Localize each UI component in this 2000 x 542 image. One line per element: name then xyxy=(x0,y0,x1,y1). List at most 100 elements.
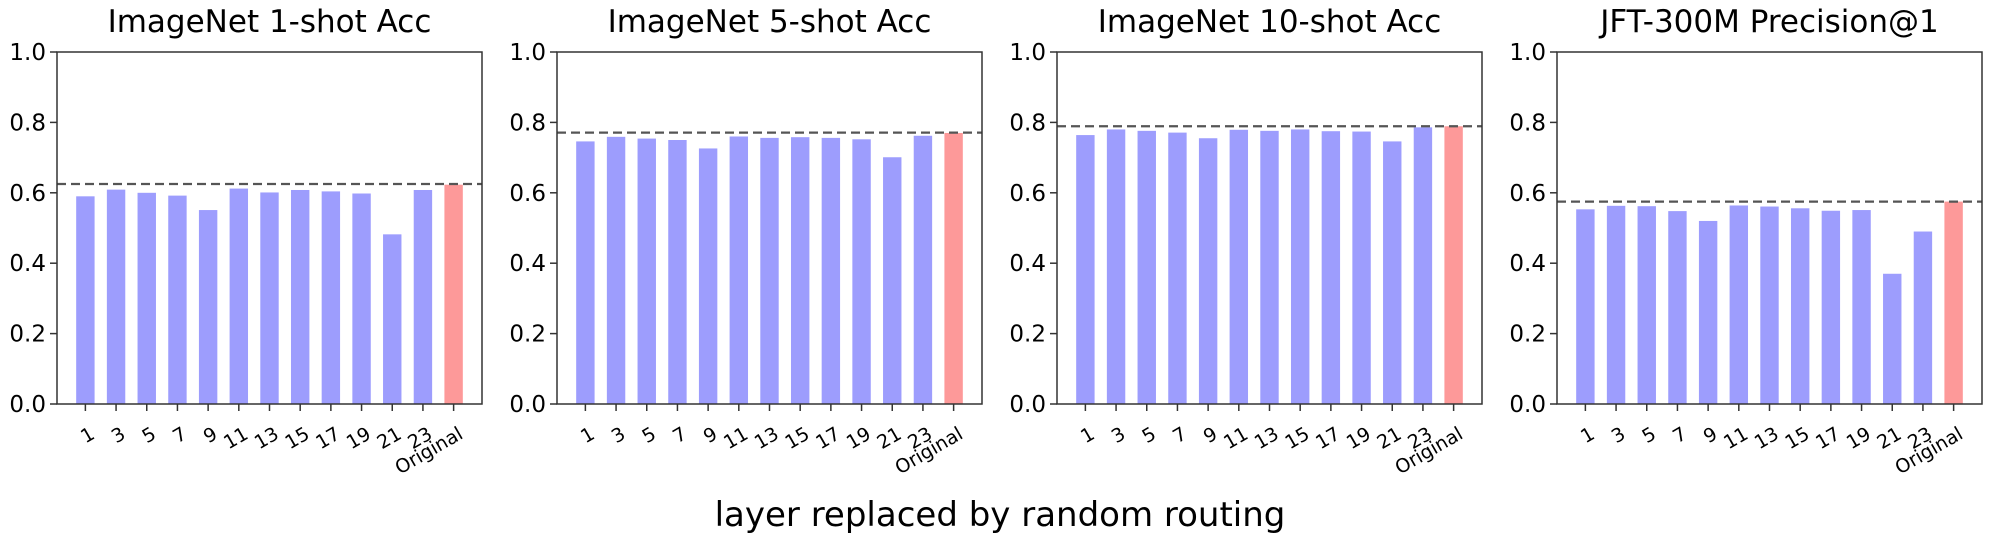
bar xyxy=(1290,129,1310,404)
bar xyxy=(76,196,95,404)
y-tick-label: 0.4 xyxy=(9,251,46,277)
bar xyxy=(168,195,187,404)
bar xyxy=(883,157,902,404)
x-tick-label: 19 xyxy=(343,423,375,454)
x-tick-label: 9 xyxy=(200,423,221,448)
axes-frame xyxy=(1556,51,1983,405)
y-tick-label: 0.0 xyxy=(1009,392,1046,418)
x-tick-label: 3 xyxy=(108,423,129,448)
bar xyxy=(1606,205,1626,404)
x-tick-label: 11 xyxy=(1220,423,1252,454)
bar xyxy=(698,148,718,404)
x-tick-label: 1 xyxy=(577,423,598,448)
bar xyxy=(1352,131,1371,404)
bar xyxy=(1576,209,1595,404)
x-tick-label: 11 xyxy=(220,423,252,454)
chart-title: ImageNet 1-shot Acc xyxy=(108,4,432,40)
y-tick-label: 1.0 xyxy=(1509,40,1546,66)
y-tick-label: 1.0 xyxy=(9,40,46,66)
y-tick-label: 0.2 xyxy=(9,322,46,348)
x-tick-label: 7 xyxy=(1669,423,1690,448)
bar xyxy=(413,189,433,404)
x-tick-label: 15 xyxy=(781,423,813,454)
bar xyxy=(383,234,402,404)
bar xyxy=(229,188,249,404)
bar xyxy=(1821,210,1841,404)
bar xyxy=(729,136,749,405)
x-tick-label: 17 xyxy=(1812,423,1844,454)
x-axis-label: layer replaced by random routing xyxy=(714,495,1286,535)
bar xyxy=(1637,206,1656,404)
y-tick-label: 1.0 xyxy=(509,40,546,66)
bar xyxy=(1668,211,1687,404)
x-tick-label: 17 xyxy=(1312,423,1344,454)
axes-frame xyxy=(556,51,983,405)
bar xyxy=(1076,135,1095,404)
bar xyxy=(1883,273,1902,404)
bar xyxy=(106,189,126,404)
x-tick-label: 11 xyxy=(720,423,752,454)
x-tick-label: 7 xyxy=(169,423,190,448)
y-tick-label: 0.0 xyxy=(1509,392,1546,418)
x-tick-label: 13 xyxy=(1251,423,1283,454)
y-tick-label: 0.8 xyxy=(509,110,546,136)
chart-title: JFT-300M Precision@1 xyxy=(1598,4,1939,40)
y-tick-label: 0.4 xyxy=(509,251,546,277)
x-tick-label: 5 xyxy=(138,423,159,448)
bar xyxy=(1790,208,1810,404)
y-tick-label: 0.0 xyxy=(9,392,46,418)
x-tick-label: 13 xyxy=(251,423,283,454)
bar xyxy=(1229,129,1249,405)
bar xyxy=(852,139,871,404)
bar xyxy=(760,137,779,404)
y-tick-label: 0.2 xyxy=(509,322,546,348)
x-tick-label: 5 xyxy=(1138,423,1159,448)
chart-panel-4: JFT-300M Precision@11 3 5 7 911131517192123O… xyxy=(1509,4,1983,479)
bar xyxy=(1260,130,1279,404)
x-tick-label: 21 xyxy=(1373,423,1405,454)
x-tick-label: 1 xyxy=(77,423,98,448)
bar xyxy=(1321,131,1341,404)
x-tick-label: 9 xyxy=(1700,423,1721,448)
bar xyxy=(1413,127,1433,404)
bar xyxy=(668,140,687,404)
x-tick-label: 9 xyxy=(700,423,721,448)
x-tick-label: 11 xyxy=(1720,423,1752,454)
bar xyxy=(1168,132,1187,404)
x-tick-label: 5 xyxy=(638,423,659,448)
y-tick-label: 0.8 xyxy=(9,110,46,136)
bar-original xyxy=(444,184,463,404)
x-tick-label: 19 xyxy=(1343,423,1375,454)
y-tick-label: 0.0 xyxy=(509,392,546,418)
x-tick-label: 15 xyxy=(281,423,313,454)
y-tick-label: 0.2 xyxy=(1509,322,1546,348)
y-tick-label: 0.4 xyxy=(1009,251,1046,277)
x-tick-label: 21 xyxy=(1873,423,1905,454)
y-tick-label: 0.8 xyxy=(1009,110,1046,136)
x-tick-label: 7 xyxy=(669,423,690,448)
x-tick-label: 5 xyxy=(1638,423,1659,448)
bar-original xyxy=(1444,126,1463,404)
x-tick-label: 17 xyxy=(312,423,344,454)
x-tick-label: 1 xyxy=(1077,423,1098,448)
x-tick-label: 1 xyxy=(1577,423,1598,448)
axes-frame xyxy=(1056,51,1483,405)
x-tick-label: 3 xyxy=(1108,423,1129,448)
bar-original xyxy=(1944,201,1963,404)
bar xyxy=(1137,130,1156,404)
chart-title: ImageNet 10-shot Acc xyxy=(1098,4,1442,40)
bar xyxy=(321,191,341,404)
x-tick-label: 21 xyxy=(873,423,905,454)
y-tick-label: 0.6 xyxy=(9,181,46,207)
bar xyxy=(1198,138,1218,405)
bar xyxy=(137,192,156,404)
bar xyxy=(1698,220,1718,404)
bar xyxy=(790,137,810,404)
x-tick-label: 19 xyxy=(843,423,875,454)
y-tick-label: 1.0 xyxy=(1009,40,1046,66)
y-tick-label: 0.4 xyxy=(1509,251,1546,277)
